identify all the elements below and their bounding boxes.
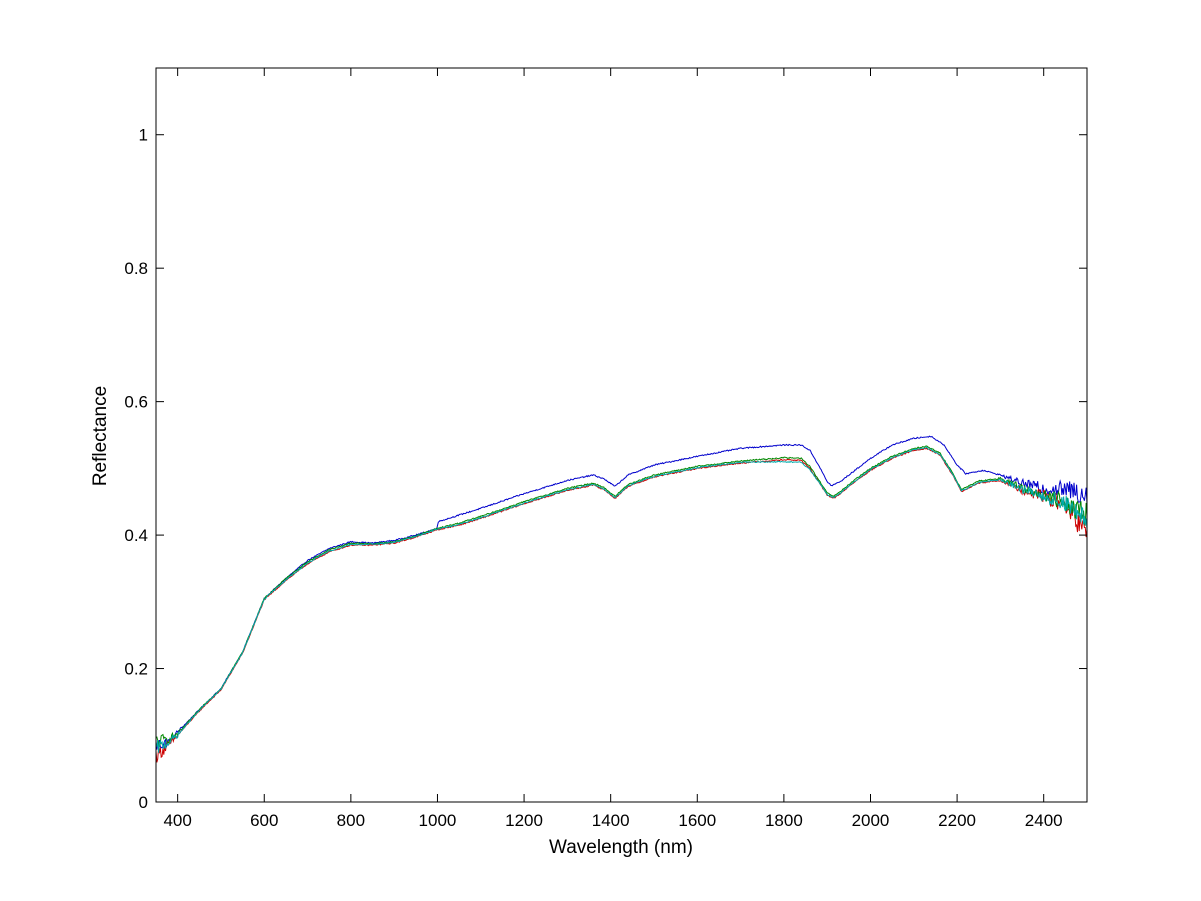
y-axis-ticks: 0 0.2 0.4 0.6 0.8 1 [124, 126, 1087, 812]
x-tick-label: 2000 [852, 811, 890, 830]
x-tick-label: 1400 [592, 811, 630, 830]
x-tick-label: 600 [250, 811, 278, 830]
x-tick-label: 400 [163, 811, 191, 830]
x-tick-label: 2200 [938, 811, 976, 830]
y-tick-label: 0.4 [124, 526, 148, 545]
x-tick-label: 800 [337, 811, 365, 830]
y-tick-label: 0.8 [124, 259, 148, 278]
x-axis-label: Wavelength (nm) [549, 837, 693, 858]
y-tick-label: 0.2 [124, 660, 148, 679]
y-axis-label: Reflectance [90, 386, 111, 486]
plot-area: 400 600 800 1000 1200 1400 1600 1800 2000 2200 240… [124, 67, 1088, 830]
spectrum-line-1 [155, 435, 1088, 750]
spectrum-line-4 [155, 446, 1088, 753]
y-tick-label: 0.6 [124, 393, 148, 412]
spectrum-line-3 [155, 445, 1088, 747]
axes-frame [155, 67, 1088, 803]
x-tick-label: 1200 [505, 811, 543, 830]
y-tick-label: 0 [139, 793, 148, 812]
x-tick-label: 1600 [678, 811, 716, 830]
x-tick-label: 1800 [765, 811, 803, 830]
x-tick-label: 1000 [419, 811, 457, 830]
x-axis-ticks: 400 600 800 1000 1200 1400 1600 1800 2000 2200 240… [163, 68, 1063, 830]
series-layer [155, 435, 1088, 763]
x-tick-label: 2400 [1025, 811, 1063, 830]
axes-background [156, 68, 1087, 802]
y-tick-label: 1 [139, 126, 148, 145]
